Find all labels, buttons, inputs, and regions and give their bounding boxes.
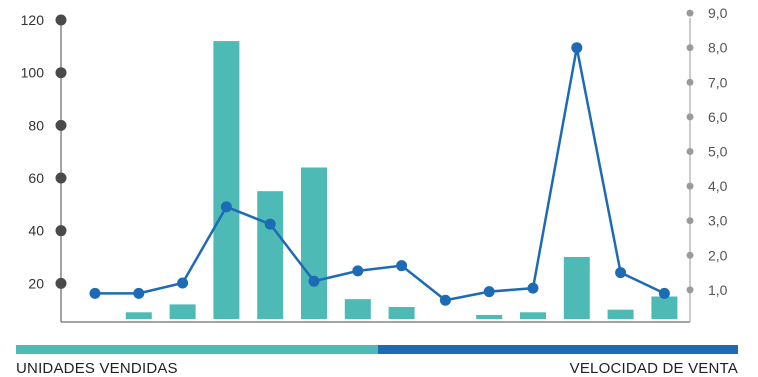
right-axis-tick-label: 4,0 [708,178,728,194]
line-point [483,286,495,298]
line-point [89,287,101,299]
right-axis-tick-label: 2,0 [708,247,728,263]
line-point [308,275,320,287]
line-point [615,267,627,279]
line-point [264,218,276,230]
bar [257,191,284,319]
bar [388,307,415,319]
bar [344,299,371,319]
left-axis-tick-dot [55,14,67,26]
left-axis-tick-dot [55,225,67,237]
line-series [89,42,670,306]
right-axis-tick-dot [686,148,694,155]
line-point [439,294,451,306]
right-axis-tick-dot [686,78,694,86]
legend-label-unidades: UNIDADES VENDIDAS [16,360,178,377]
line-point [133,287,145,299]
left-axis-tick-dot [55,172,67,184]
right-axis-tick-dot [686,113,694,121]
line-point [352,265,364,277]
combo-chart: 20 40 60 80 100 120 1,0 2,0 3,0 4,0 5,0 6,0 7,0 8,0 9… [21,5,728,323]
bar-series [125,41,678,319]
left-axis-tick-dot [55,277,67,289]
line-point [658,287,670,299]
left-axis-tick-label: 80 [28,117,44,133]
right-axis-tick-label: 7,0 [708,74,728,90]
left-axis-tick-dot [55,119,67,131]
left-axis-tick-label: 120 [21,12,45,28]
right-axis-tick-dot [686,44,694,52]
right-axis-tick-label: 1,0 [708,282,728,298]
legend-swatch-velocidad [378,345,738,354]
bar [651,296,678,319]
bar [125,312,152,319]
line-point [527,282,539,294]
right-axis-tick-dot [686,182,694,190]
bar [169,304,196,319]
right-axis-tick-label: 5,0 [708,144,728,160]
right-axis-tick-dot [686,251,694,259]
left-axis-tick-label: 100 [21,65,45,81]
left-axis-tick-label: 20 [28,275,44,291]
bar [213,41,240,319]
right-axis: 1,0 2,0 3,0 4,0 5,0 6,0 7,0 8,0 9,0 [686,5,728,322]
right-axis-tick-label: 8,0 [708,40,728,56]
legend-swatch-unidades [16,345,378,354]
bar [476,314,503,319]
bar [301,167,327,319]
bar [563,257,590,319]
right-axis-tick-label: 9,0 [708,5,728,21]
line-point [220,201,232,213]
line-point [571,42,583,54]
legend-label-velocidad: VELOCIDAD DE VENTA [569,360,738,377]
bar [607,309,634,319]
right-axis-tick-label: 6,0 [708,109,728,125]
bar [520,312,546,319]
left-axis-tick-label: 60 [28,170,44,186]
line-path [95,47,665,302]
left-axis-tick-dot [55,67,67,79]
right-axis-tick-label: 3,0 [708,213,728,229]
right-axis-tick-dot [686,286,694,294]
line-point [396,260,408,272]
line-point [177,277,189,289]
right-axis-tick-dot [686,9,694,17]
left-axis: 20 40 60 80 100 120 [21,12,690,323]
right-axis-tick-dot [686,217,694,225]
left-axis-tick-label: 40 [28,223,44,239]
